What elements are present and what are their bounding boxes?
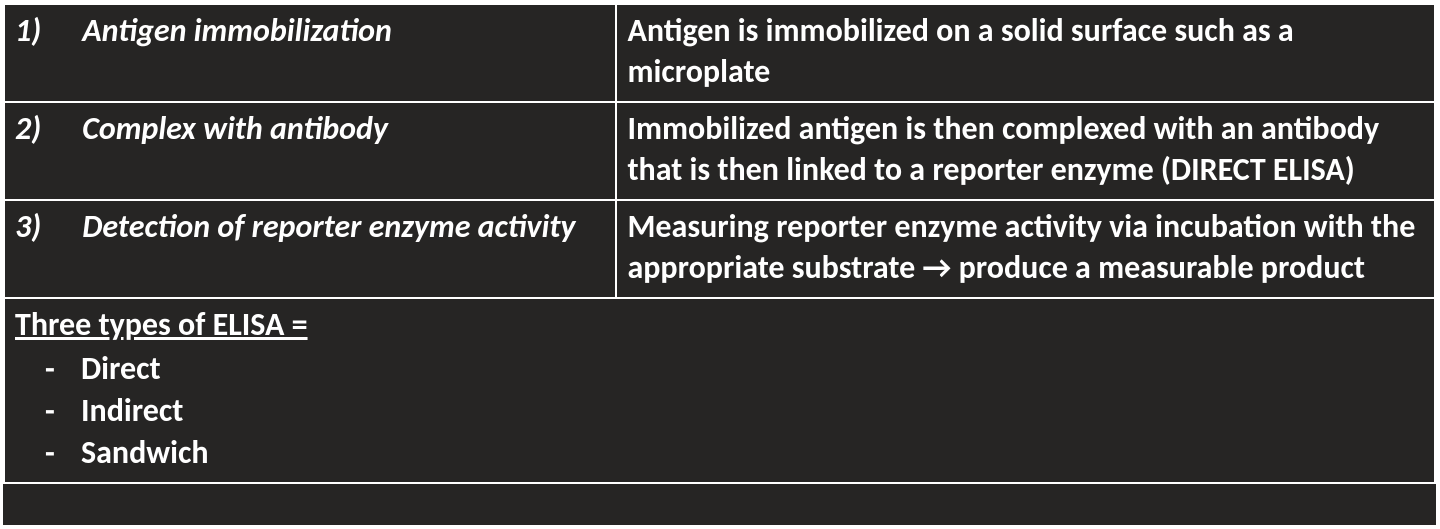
elisa-steps-table: 1) Antigen immobilization Antigen is imm…	[3, 3, 1436, 484]
types-heading: Three types of ELISA =	[15, 305, 1424, 346]
document-frame: 1) Antigen immobilization Antigen is imm…	[0, 0, 1440, 529]
step-1-label: Antigen immobilization	[82, 11, 392, 50]
step-1-label-cell: 1) Antigen immobilization	[4, 4, 616, 102]
step-2-label-cell: 2) Complex with antibody	[4, 102, 616, 200]
list-item: Indirect	[45, 390, 1424, 432]
list-item: Direct	[45, 348, 1424, 390]
list-item: Sandwich	[45, 432, 1424, 474]
step-1-description: Antigen is immobilized on a solid surfac…	[616, 4, 1435, 102]
step-2-number: 2)	[15, 109, 75, 150]
step-3-number: 3)	[15, 207, 75, 248]
types-list: Direct Indirect Sandwich	[15, 348, 1424, 475]
step-3-label: Detection of reporter enzyme activity	[82, 207, 575, 246]
step-2-label: Complex with antibody	[82, 109, 388, 148]
types-cell: Three types of ELISA = Direct Indirect S…	[4, 298, 1435, 484]
table-row: 1) Antigen immobilization Antigen is imm…	[4, 4, 1435, 102]
step-3-description: Measuring reporter enzyme activity via i…	[616, 200, 1435, 298]
step-3-label-cell: 3) Detection of reporter enzyme activity	[4, 200, 616, 298]
step-1-number: 1)	[15, 11, 75, 52]
table-row: 2) Complex with antibody Immobilized ant…	[4, 102, 1435, 200]
step-2-description: Immobilized antigen is then complexed wi…	[616, 102, 1435, 200]
types-row: Three types of ELISA = Direct Indirect S…	[4, 298, 1435, 484]
table-row: 3) Detection of reporter enzyme activity…	[4, 200, 1435, 298]
